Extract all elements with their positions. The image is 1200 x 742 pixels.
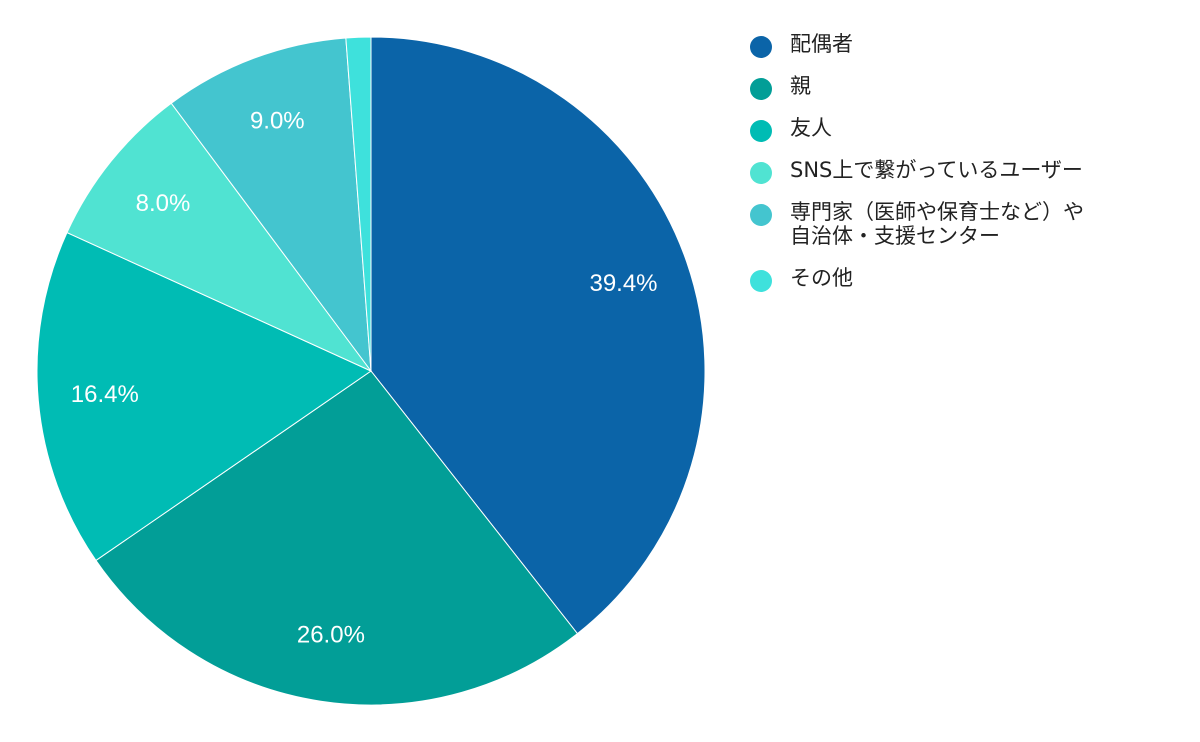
pie-chart: 39.4% 26.0% 16.4% 8.0% 9.0%	[36, 36, 706, 706]
legend-swatch-5	[750, 270, 772, 292]
pie-slice-4	[170, 37, 372, 373]
pie-slice-label-1: 26.0%	[297, 622, 365, 649]
legend: 配偶者親友人 SNS上で繋がっているユーザー 専門家（医師や保育士など）や 自治体・支…	[748, 32, 1188, 308]
legend-item-4: 専門家（医師や保育士など）や 自治体・支援センター	[748, 200, 1188, 248]
legend-swatch-3	[750, 162, 772, 184]
legend-label-4-line-0: 専門家（医師や保育士など）や	[790, 200, 1084, 224]
pie-slice-5	[345, 36, 372, 372]
legend-item-0: 配偶者	[748, 32, 1188, 58]
pie-slice-label-3: 8.0%	[136, 190, 191, 217]
legend-swatch-2	[750, 120, 772, 142]
legend-label-3-line-0: SNS上で繋がっているユーザー	[790, 158, 1083, 182]
pie-slice-label-2: 16.4%	[71, 381, 139, 408]
legend-item-3: SNS上で繋がっているユーザー	[748, 158, 1188, 184]
legend-label-0-line-0: 配偶者	[790, 32, 853, 56]
pie-slice-3	[66, 102, 372, 372]
pie-slice-label-0: 39.4%	[589, 270, 657, 297]
legend-item-1: 親	[748, 74, 1188, 100]
legend-label-1-line-0: 親	[790, 74, 811, 98]
legend-swatch-4	[750, 204, 772, 226]
pie-slice-label-4: 9.0%	[250, 107, 305, 134]
legend-label-5-line-0: その他	[790, 266, 853, 290]
pie-slices	[36, 36, 706, 706]
legend-item-5: その他	[748, 266, 1188, 292]
pie-slice-2	[36, 231, 373, 562]
pie-slice-0	[370, 36, 706, 635]
legend-swatch-1	[750, 78, 772, 100]
legend-item-2: 友人	[748, 116, 1188, 142]
legend-swatch-0	[750, 36, 772, 58]
legend-label-4-line-1: 自治体・支援センター	[790, 224, 1000, 248]
pie-slice-1	[95, 370, 579, 706]
pie-slice-labels: 39.4% 26.0% 16.4% 8.0% 9.0%	[71, 107, 658, 648]
legend-label-2-line-0: 友人	[790, 116, 832, 140]
